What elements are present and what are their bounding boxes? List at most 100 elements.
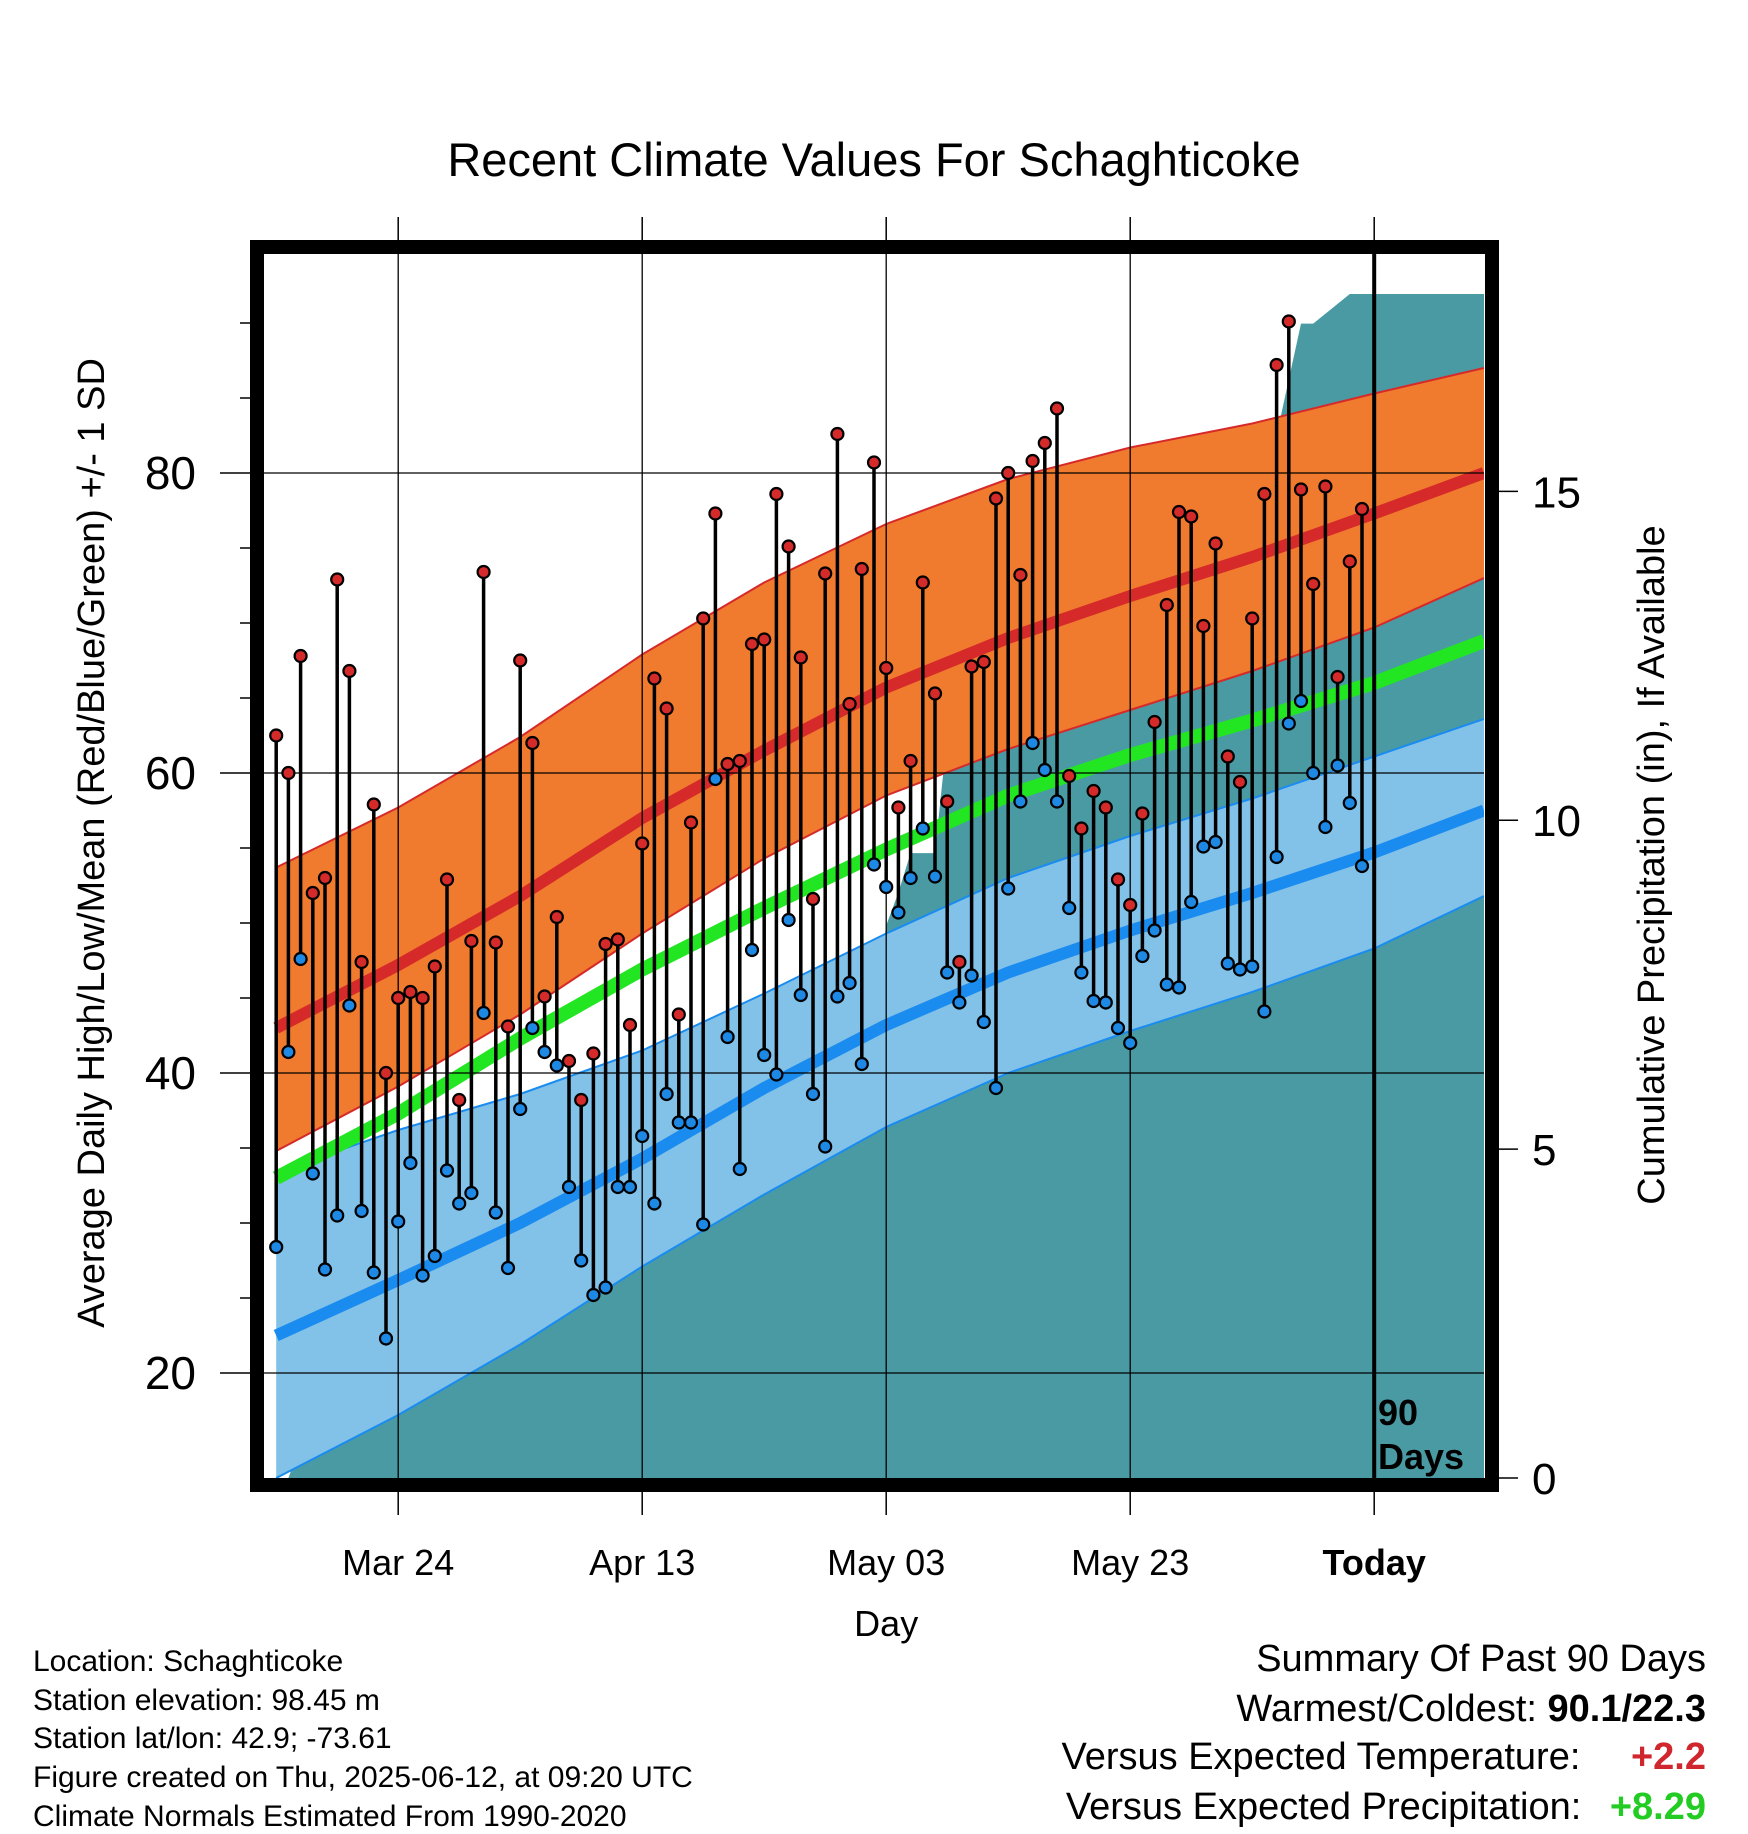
observed-low-point [427,1248,442,1264]
observed-low-point [940,965,955,980]
observed-high-point [293,648,308,664]
observed-low-point [549,1058,564,1073]
observed-low-point [1196,839,1211,854]
observed-low-point [598,1280,613,1295]
observed-high-point [915,575,930,590]
observed-low-point [1281,716,1296,731]
observed-low-point [1293,693,1309,709]
observed-high-point [1245,611,1260,626]
observed-high-point [598,936,613,952]
y-tick-label: 40 [145,1047,196,1099]
observed-high-point [903,753,918,769]
y-tick-label: 60 [145,747,196,799]
info-latlon: Station lat/lon: 42.9; -73.61 [33,1722,392,1755]
observed-high-point [879,660,894,676]
observed-high-point [1184,509,1199,524]
day-marker-label: 90 Days [1378,1392,1464,1477]
y2-axis-label: Cumulative Precipitation (in), If Availa… [1631,525,1673,1204]
observed-high-point [1159,597,1174,613]
observed-high-point [537,989,552,1004]
day-marker-label-part: 90 [1378,1392,1418,1433]
observed-high-point [940,794,955,809]
observed-low-point [793,987,808,1003]
x-tick-label: May 03 [827,1542,945,1583]
observed-low-point [366,1265,381,1280]
observed-high-point [830,426,845,442]
x-tick-label: Today [1323,1542,1426,1583]
observed-high-point [427,959,442,974]
observed-high-point [671,1007,686,1022]
observed-low-point [476,1005,491,1021]
observed-low-point [1098,995,1113,1010]
plot-frame [250,240,1499,1492]
observed-high-point [696,611,711,626]
observed-high-point [927,686,943,701]
observed-high-point [1306,576,1321,592]
observed-low-point [452,1196,467,1211]
observed-high-point [1037,435,1052,451]
observed-high-point [1110,872,1126,887]
observed-high-point [330,572,345,587]
observed-high-point [720,756,735,772]
observed-low-point [500,1260,516,1276]
summary-precip-label: Versus Expected Precipitation: [1065,1786,1582,1828]
observed-low-point [513,1101,528,1117]
observed-low-point [732,1161,747,1177]
observed-low-point [403,1155,418,1171]
chart-title: Recent Climate Values For Schaghticoke [447,133,1301,186]
observed-low-point [805,1086,821,1102]
observed-high-point [1220,749,1235,764]
info-normals: Climate Normals Estimated From 1990-2020 [33,1800,627,1833]
observed-low-point [1208,834,1223,850]
observed-low-point [1025,735,1040,751]
observed-low-point [305,1166,320,1181]
observed-high-point [683,815,699,830]
info-elevation: Station elevation: 98.45 m [33,1684,380,1717]
observed-low-point [1123,1035,1138,1051]
observed-low-point [488,1205,503,1220]
observed-high-point [708,506,723,521]
observed-high-point [452,1092,467,1108]
observed-high-point [513,653,528,668]
observed-low-point [354,1203,369,1219]
observed-low-point [720,1029,735,1045]
observed-high-point [757,632,772,647]
observed-low-point [854,1056,869,1072]
observed-high-point [769,486,784,502]
observed-low-point [378,1331,394,1346]
observed-high-point [549,909,564,925]
observed-high-point [744,636,760,652]
observed-high-point [586,1046,601,1061]
observed-low-point [293,951,308,967]
observed-low-point [842,975,857,991]
summary-temp-row: Versus Expected Temperature: +2.2 [1061,1736,1706,1779]
y2-tick-label: 15 [1532,468,1581,517]
observed-high-point [574,1092,589,1108]
observed-high-point [891,800,906,815]
observed-low-point [1354,858,1370,874]
y2-tick-label: 5 [1532,1126,1556,1175]
info-location: Location: Schaghticoke [33,1645,344,1678]
observed-low-point [818,1139,833,1154]
observed-low-point [415,1268,430,1283]
observed-low-point [1159,977,1174,992]
observed-low-point [927,869,943,884]
observed-low-point [561,1179,577,1195]
observed-high-point [622,1017,638,1033]
observed-low-point [1257,1004,1272,1019]
observed-high-point [1354,501,1370,517]
observed-low-point [586,1287,601,1303]
observed-low-point [696,1217,711,1232]
observed-low-point [622,1179,638,1195]
observed-high-point [342,663,357,679]
observed-low-point [317,1262,333,1277]
observed-low-point [866,857,882,872]
observed-low-point [891,905,906,920]
observed-low-point [1013,794,1028,809]
observed-high-point [476,564,491,580]
observed-low-point [1171,980,1187,995]
observed-high-point [988,491,1004,506]
observed-high-point [854,561,869,577]
observed-high-point [964,659,979,674]
